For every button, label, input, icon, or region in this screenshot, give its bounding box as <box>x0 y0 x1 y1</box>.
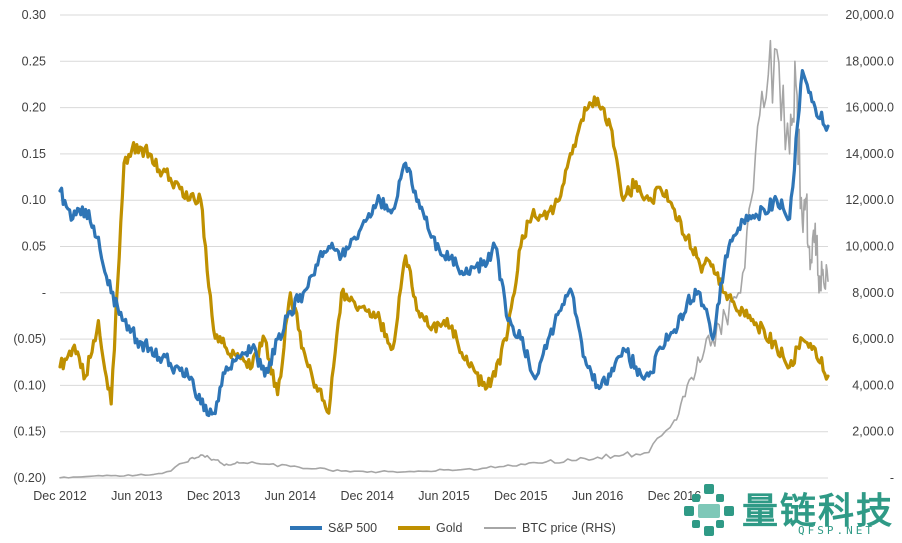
series-lines <box>58 39 830 479</box>
x-tick-label: Jun 2013 <box>111 489 162 503</box>
y2-tick-label: 10,000.0 <box>845 240 894 254</box>
x-tick-label: Dec 2014 <box>340 489 394 503</box>
y-tick-label: (0.15) <box>13 425 46 439</box>
y-tick-label: 0.30 <box>22 8 46 22</box>
x-tick-label: Dec 2015 <box>494 489 548 503</box>
watermark-logo: 量链科技 QFSP.NET <box>680 480 902 540</box>
watermark-subtitle: QFSP.NET <box>798 524 875 537</box>
y-tick-label: (0.20) <box>13 471 46 485</box>
left-axis: 0.30 0.25 0.20 0.15 0.10 0.05 - (0.05) (0.10) (0.… <box>13 8 46 485</box>
legend-label-gold: Gold <box>436 521 462 535</box>
y-tick-label: (0.05) <box>13 332 46 346</box>
watermark-grid-icon <box>684 484 734 536</box>
y-tick-label: - <box>42 286 46 300</box>
x-tick-label: Jun 2016 <box>572 489 623 503</box>
x-tick-label: Jun 2015 <box>418 489 469 503</box>
y-tick-label: 0.05 <box>22 240 46 254</box>
series-line-s-p-500 <box>58 69 830 418</box>
y-tick-label: 0.15 <box>22 147 46 161</box>
x-tick-label: Dec 2016 <box>648 489 702 503</box>
series-line-gold <box>58 95 830 415</box>
y-tick-label: 0.25 <box>22 54 46 68</box>
y2-tick-label: 6,000.0 <box>852 332 894 346</box>
y2-tick-label: 18,000.0 <box>845 54 894 68</box>
y2-tick-label: - <box>890 471 894 485</box>
y-tick-label: (0.10) <box>13 378 46 392</box>
x-tick-label: Dec 2013 <box>187 489 241 503</box>
y2-tick-label: 8,000.0 <box>852 286 894 300</box>
legend: S&P 500 Gold BTC price (RHS) <box>290 521 616 535</box>
y2-tick-label: 12,000.0 <box>845 193 894 207</box>
right-axis: 20,000.0 18,000.0 16,000.0 14,000.0 12,000.0… <box>845 8 894 485</box>
y2-tick-label: 2,000.0 <box>852 425 894 439</box>
y2-tick-label: 4,000.0 <box>852 378 894 392</box>
y2-tick-label: 20,000.0 <box>845 8 894 22</box>
x-tick-label: Jun 2014 <box>265 489 316 503</box>
y-tick-label: 0.20 <box>22 101 46 115</box>
x-tick-label: Dec 2012 <box>33 489 87 503</box>
gridlines <box>60 14 828 479</box>
legend-label-btc: BTC price (RHS) <box>522 521 616 535</box>
y-tick-label: 0.10 <box>22 193 46 207</box>
x-axis: Dec 2012 Jun 2013 Dec 2013 Jun 2014 Dec 2014… <box>33 489 701 503</box>
y2-tick-label: 14,000.0 <box>845 147 894 161</box>
series-line-btc-price-rhs <box>59 39 829 479</box>
watermark-title: 量链科技 <box>742 491 895 532</box>
y2-tick-label: 16,000.0 <box>845 101 894 115</box>
legend-label-sp500: S&P 500 <box>328 521 377 535</box>
